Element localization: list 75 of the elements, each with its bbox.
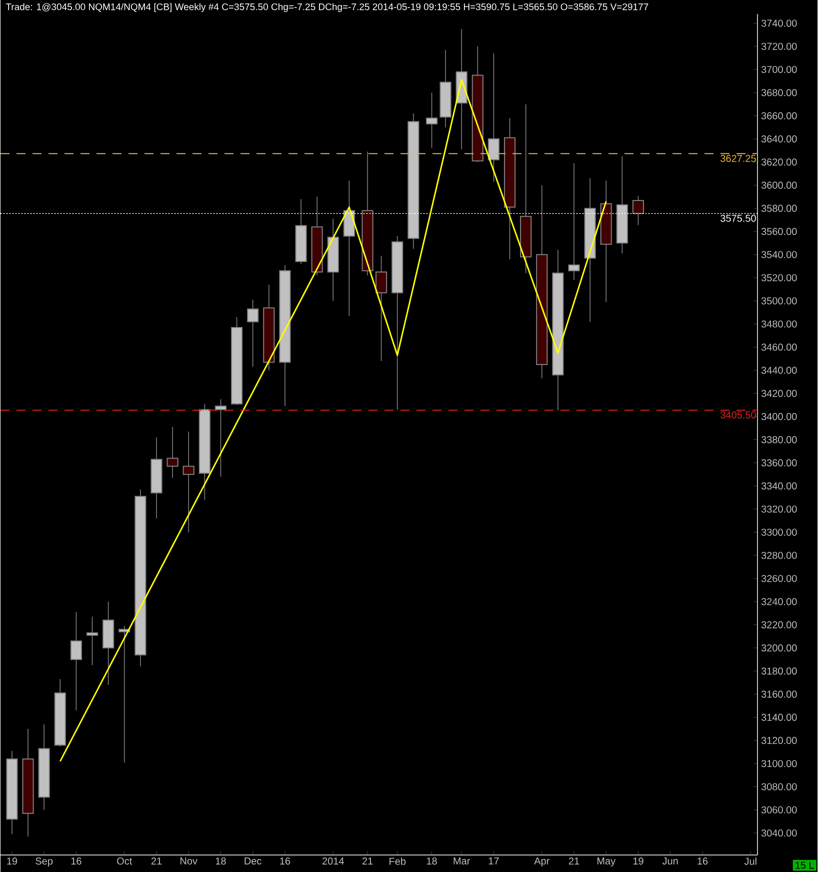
y-tick-label: 3520.00 [762,274,798,282]
y-tick-label: 3080.00 [762,783,798,790]
y-tick-label: 3100.00 [762,760,798,768]
x-tick-label: Oct [117,858,132,865]
x-tick-label: Nov [180,858,198,865]
x-tick-label: 17 [489,858,500,864]
x-tick-label: 18 [427,858,438,865]
candlestick [426,92,438,149]
y-tick-label: 3400.00 [762,413,798,420]
y-tick-label: 3300.00 [762,528,798,536]
x-tick-label: 21 [362,858,373,865]
x-tick-label: Jun [662,858,678,865]
y-tick-label: 3700.00 [762,66,798,74]
x-tick-label: May [598,858,616,866]
x-tick-label: 19 [7,858,18,865]
line-series [60,79,608,762]
x-tick-label: Apr [534,858,550,866]
y-tick-label: 3120.00 [762,736,798,744]
y-tick-label: 3500.00 [762,297,798,304]
y-tick-label: 3160.00 [762,690,798,698]
y-tick-label: 3740.00 [762,20,798,27]
y-tick-label: 3240.00 [762,598,798,606]
y-tick-label: 3480.00 [762,320,798,328]
y-tick-label: 3720.00 [762,42,798,50]
x-tick-label: 21 [152,858,162,865]
y-tick-label: 3320.00 [762,506,798,513]
y-tick-label: 3460.00 [762,344,798,351]
y-tick-label: 3360.00 [762,459,798,466]
x-tick-label: Mar [454,858,470,865]
x-tick-label: 21 [569,858,580,865]
y-tick-label: 3280.00 [762,552,798,559]
y-tick-label: 3220.00 [762,621,798,628]
y-tick-label: 3540.00 [762,251,798,258]
y-tick-label: 3560.00 [762,228,798,236]
x-tick-label: 16 [280,858,290,865]
ref-line-label: 3405.50 [720,411,756,418]
y-tick-label: 3620.00 [762,158,798,166]
y-tick-label: 3260.00 [762,574,798,582]
candlestick [86,616,98,666]
y-tick-label: 3580.00 [762,204,798,212]
candlestick [568,162,580,280]
x-tick-label: Dec [245,858,262,865]
candlestick [632,195,644,226]
candlestick [376,255,388,362]
candlestick [215,398,227,478]
y-tick-label: 3040.00 [762,829,798,837]
y-tick-label: 3440.00 [762,366,798,374]
ref-line-label: 3627.25 [720,154,756,162]
y-tick-label: 3180.00 [762,668,798,675]
candlestick [488,52,500,182]
candlestick [70,612,82,711]
candlestick [183,431,195,533]
y-tick-label: 3060.00 [762,806,798,814]
ref-line-label: 3575.50 [720,214,756,222]
y-tick-label: 3600.00 [762,182,798,189]
y-tick-label: 3200.00 [762,644,798,652]
y-tick-label: 3680.00 [762,89,798,96]
x-tick-label: Feb [390,858,406,865]
y-tick-label: 3140.00 [762,714,798,721]
x-tick-label: Sep [36,858,53,867]
y-tick-label: 3640.00 [762,135,798,142]
x-tick-label: 16 [698,858,708,865]
text: 15 L [796,862,814,869]
candlestick [247,299,259,368]
x-tick-label: 16 [72,858,82,865]
chart-title: Trade: 1@3045.00 NQM14/NQM4 [CB] Weekly #4 C=3575.50 Chg=-7.25 DChg=-7.25 2014-05-19 09:19:55 H=3590.75 L=3565.50 O=3586.75 V=29177 [6,3,648,12]
y-tick-label: 3660.00 [762,112,798,120]
y-tick-label: 3340.00 [762,482,798,490]
y-tick-label: 3380.00 [762,436,798,444]
x-tick-label: 2014 [322,858,344,865]
x-tick-label: 18 [216,858,226,865]
candlestick [167,426,179,478]
x-tick-label: 19 [634,858,644,865]
y-tick-label: 3420.00 [762,390,798,397]
x-tick-label: Jul [744,858,757,865]
